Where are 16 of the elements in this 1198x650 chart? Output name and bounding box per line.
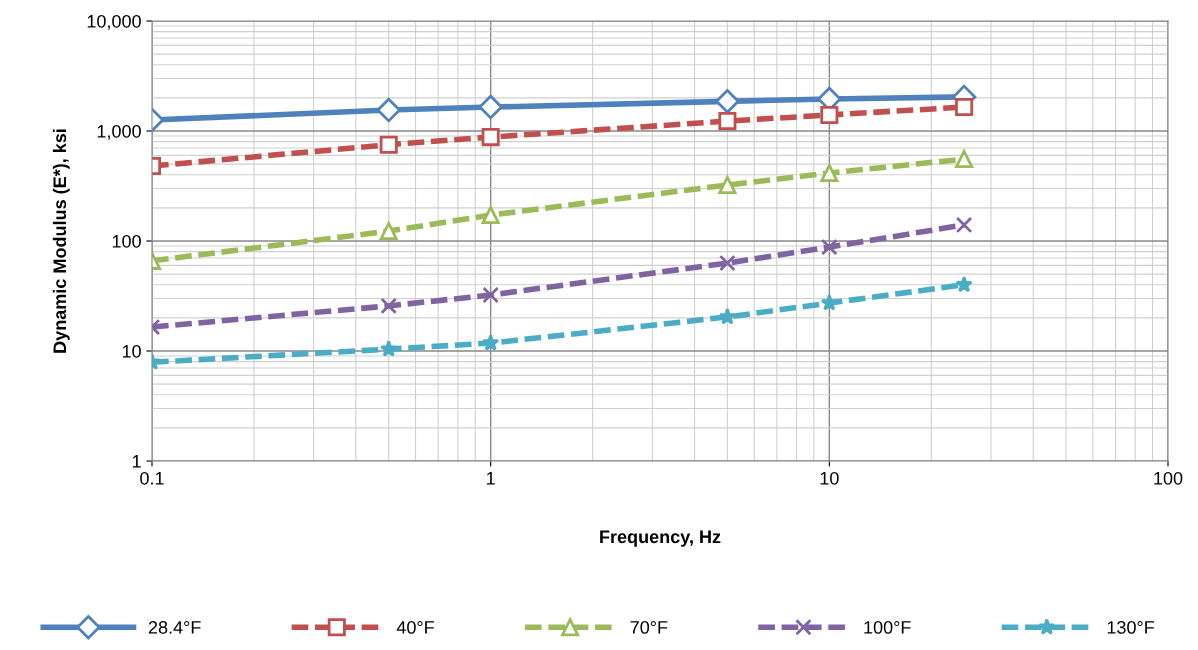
y-tick-label: 1 [132,455,141,468]
y-tick-label: 100 [112,234,141,248]
y-tick-label: 10 [122,344,141,358]
legend-label: 28.4°F [148,621,201,634]
y-tick-label: 10,000 [87,14,141,30]
x-tick-label: 100 [1154,471,1183,485]
legend-label: 130°F [1107,621,1155,634]
y-axis-title: Dynamic Modulus (E*), ksi [52,129,70,353]
x-tick-label: 1 [487,472,495,485]
x-tick-label: 0.1 [140,471,164,485]
x-axis-title: Frequency, Hz [600,530,721,547]
y-tick-label: 1,000 [97,124,141,140]
legend-label: 100°F [864,621,911,634]
legend-label: 70°F [630,621,668,634]
x-tick-label: 10 [820,471,839,485]
legend-label: 40°F [396,621,434,634]
